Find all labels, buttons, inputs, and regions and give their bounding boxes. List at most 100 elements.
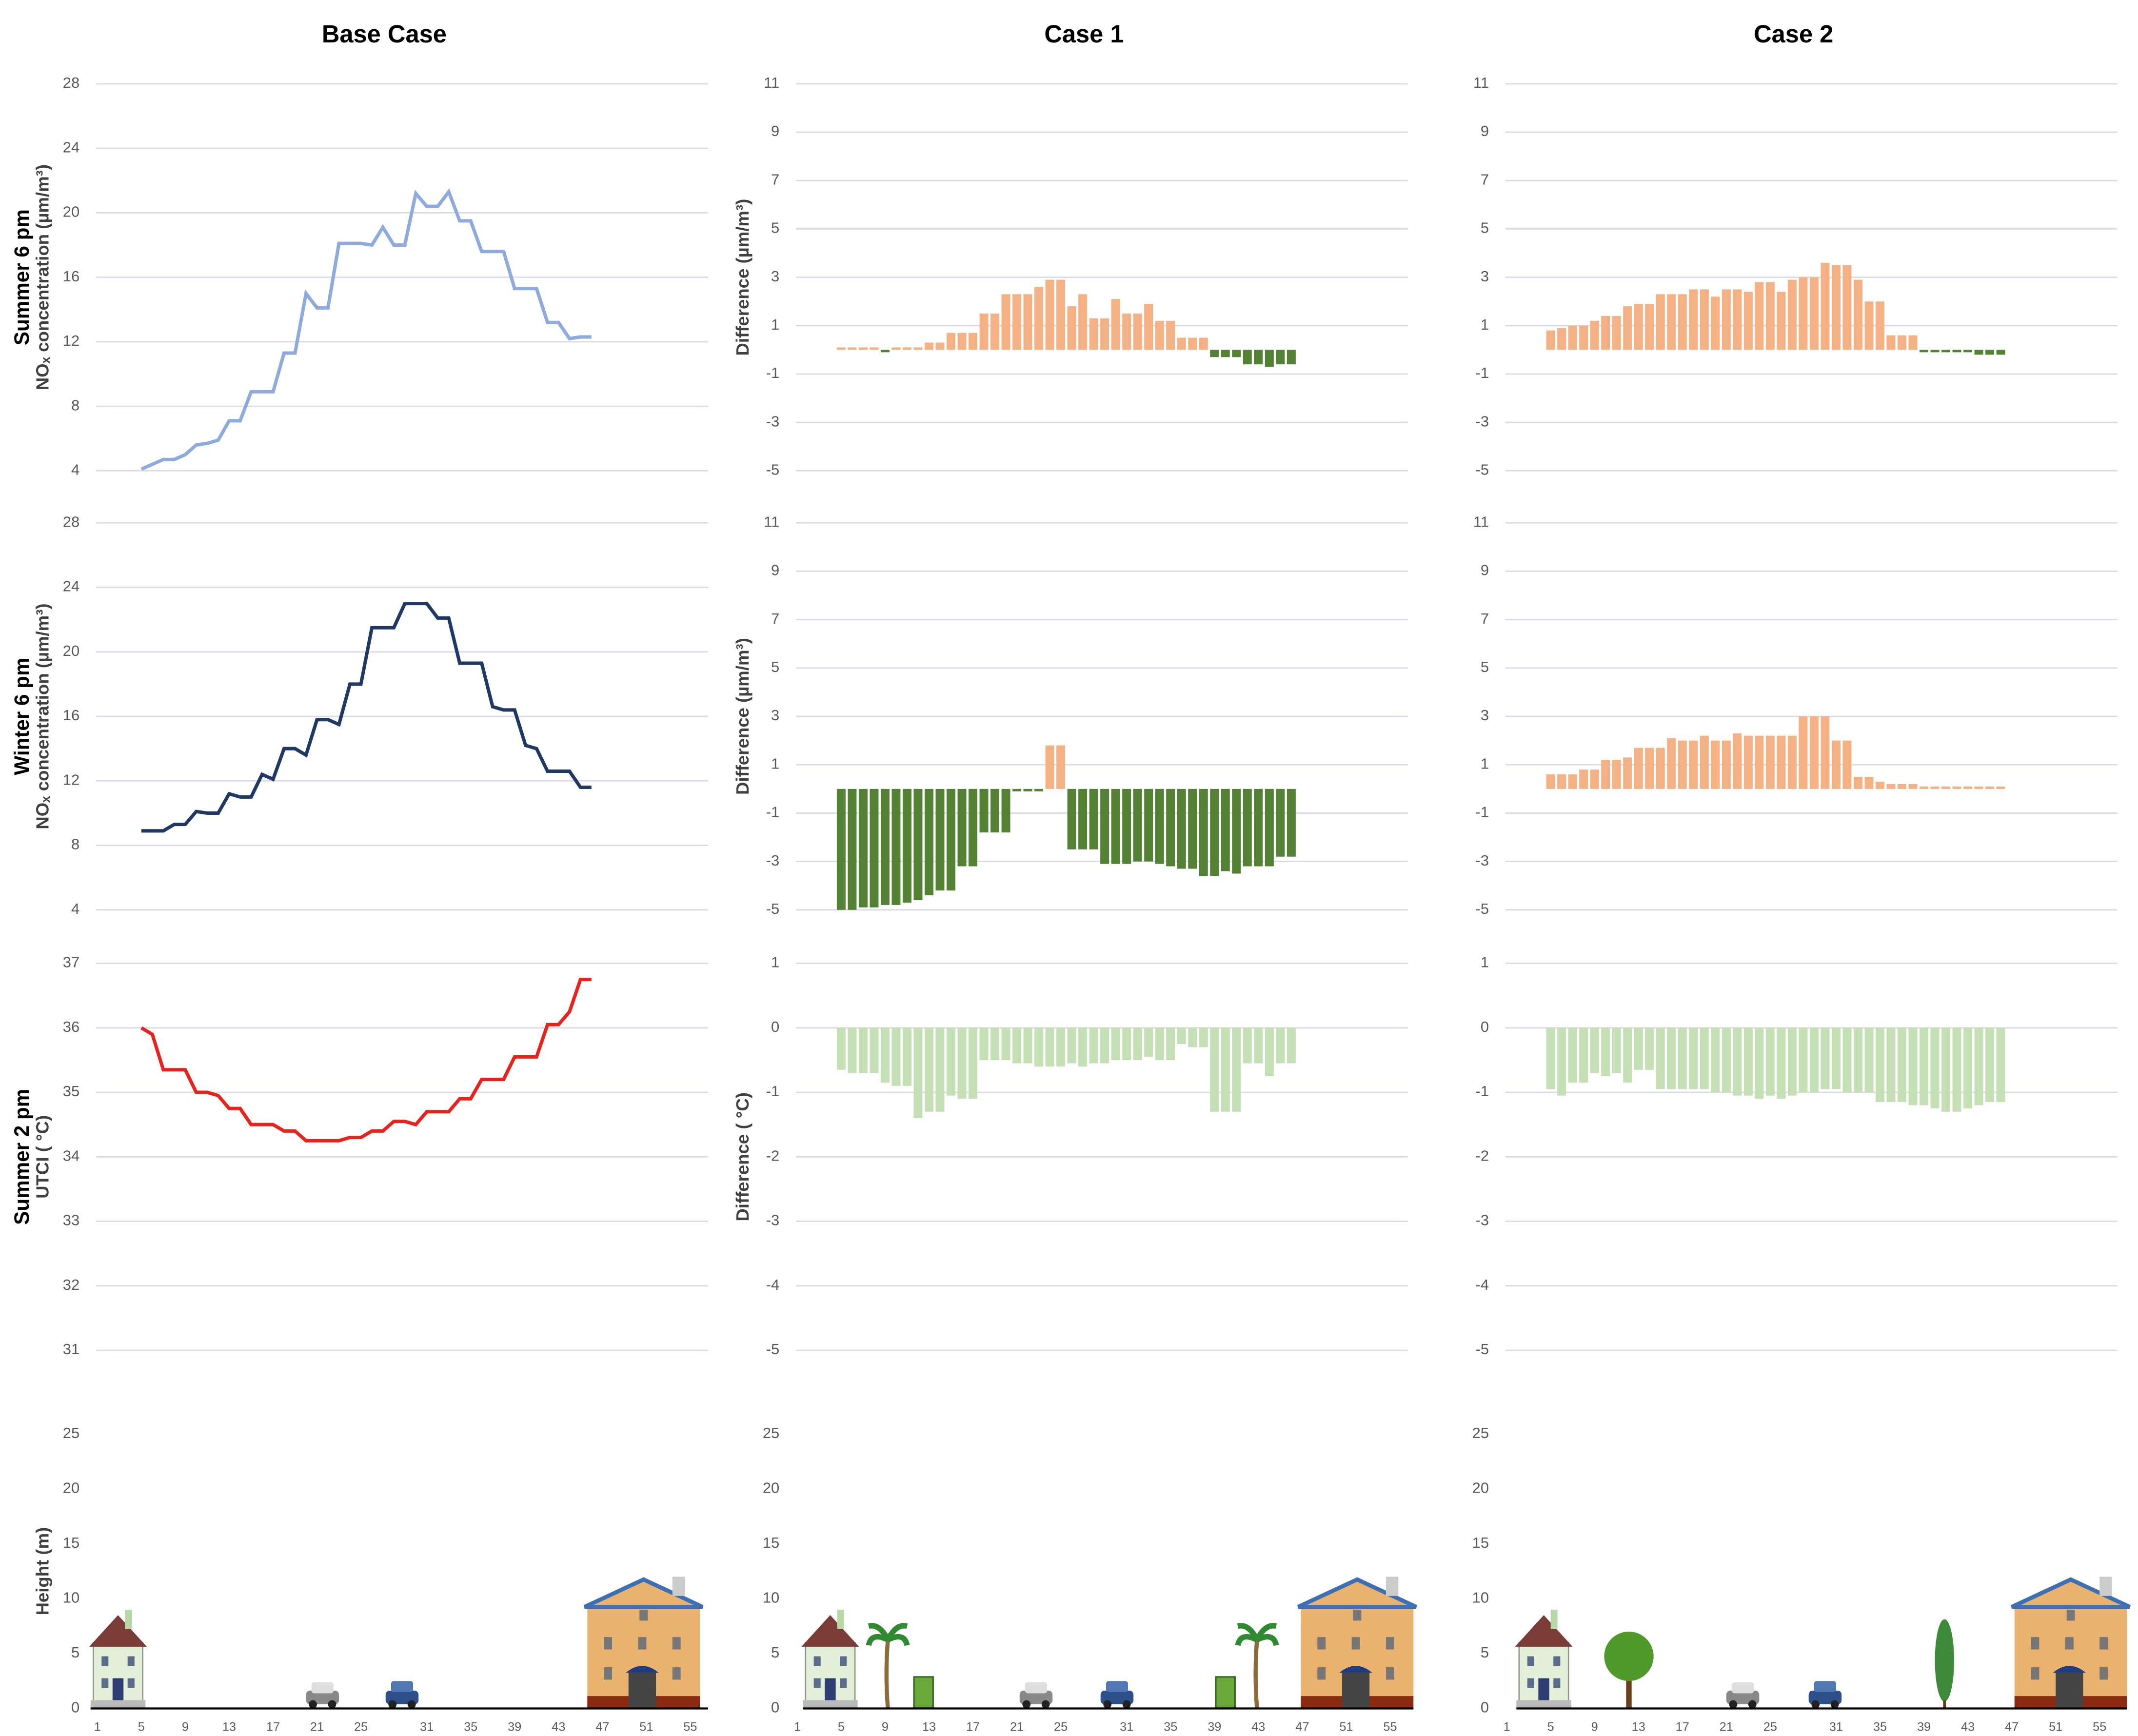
bar	[1155, 320, 1164, 350]
bar	[913, 789, 923, 900]
bar	[870, 1027, 879, 1073]
y-tick-label: 7	[771, 610, 779, 627]
y-tick-label: 11	[1473, 74, 1489, 91]
bar	[1941, 1027, 1951, 1112]
bar	[1996, 350, 2005, 355]
bar	[1243, 789, 1252, 867]
bar	[1188, 789, 1197, 869]
bar	[1210, 789, 1219, 876]
bar	[1023, 1027, 1032, 1064]
bar	[1974, 1027, 1983, 1105]
column-title: Case 1	[1044, 20, 1124, 48]
bar	[990, 789, 1000, 833]
bar	[1864, 1027, 1874, 1093]
bar	[1952, 1027, 1961, 1112]
x-tick-label: 13	[222, 1720, 236, 1734]
y-tick-label: -3	[766, 1212, 780, 1229]
y-tick-label: 9	[771, 122, 779, 139]
bar	[1777, 1027, 1786, 1099]
bar	[848, 789, 857, 910]
x-tick-label: 31	[420, 1720, 434, 1734]
bar	[1743, 735, 1753, 789]
bar	[1875, 1027, 1884, 1102]
y-tick-label: 25	[763, 1424, 779, 1441]
y-tick-label: 36	[63, 1018, 79, 1035]
bar	[1089, 789, 1098, 849]
y-tick-label: 1	[1481, 954, 1489, 971]
bar	[1678, 740, 1687, 789]
bar	[858, 347, 868, 350]
bar	[1034, 287, 1044, 350]
bar	[1612, 1027, 1621, 1073]
x-tick-label: 43	[1961, 1720, 1975, 1734]
bar	[1920, 1027, 1929, 1105]
bar	[1122, 789, 1131, 864]
bar	[1689, 289, 1698, 350]
y-tick-label: 1	[1481, 316, 1489, 333]
y-tick-label: 20	[63, 203, 79, 220]
y-tick-label: 7	[1481, 610, 1489, 627]
bar	[1667, 1027, 1676, 1089]
y-tick-label: 20	[763, 1479, 779, 1496]
bar	[1155, 1027, 1164, 1060]
y-tick-label: 0	[771, 1699, 779, 1716]
bar	[1254, 350, 1263, 365]
bar	[1546, 1027, 1555, 1089]
bar	[1700, 735, 1709, 789]
y-tick-label: -1	[1476, 804, 1489, 821]
x-tick-label: 51	[639, 1720, 653, 1734]
y-tick-label: 3	[1481, 268, 1489, 285]
bar	[1254, 789, 1263, 867]
y-tick-label: 15	[63, 1534, 79, 1551]
bar	[1012, 1027, 1022, 1064]
y-tick-label: 5	[1481, 1644, 1489, 1661]
y-tick-label: -3	[1476, 413, 1489, 430]
bar	[1601, 316, 1610, 350]
bar	[1755, 1027, 1764, 1099]
bar	[1908, 784, 1918, 789]
y-axis-label: UTCI ( °C)	[33, 1115, 53, 1199]
bar	[1963, 1027, 1973, 1109]
bar	[1842, 265, 1852, 350]
bar	[1722, 1027, 1731, 1093]
y-tick-label: 15	[763, 1534, 779, 1551]
x-tick-label: 1	[94, 1720, 101, 1734]
bar	[1985, 786, 1995, 789]
y-tick-label: 10	[763, 1589, 779, 1606]
row-label: Winter 6 pm	[10, 658, 33, 775]
bar	[1056, 745, 1066, 789]
bar	[1056, 279, 1066, 350]
bar	[1787, 1027, 1797, 1096]
x-tick-label: 1	[1504, 1720, 1510, 1734]
bar	[1232, 1027, 1241, 1112]
bar	[913, 347, 923, 350]
bar	[1100, 1027, 1109, 1064]
bar	[1001, 1027, 1010, 1060]
bar	[1974, 786, 1983, 789]
x-tick-label: 39	[508, 1720, 521, 1734]
bar	[1568, 1027, 1577, 1083]
bar	[1067, 789, 1076, 849]
bar	[1045, 279, 1054, 350]
bar	[1210, 350, 1219, 357]
y-axis-label: NOₓ concentration (µm/m³)	[33, 603, 53, 829]
bar	[1678, 294, 1687, 350]
bar	[1777, 735, 1786, 789]
y-tick-label: 5	[1481, 658, 1489, 675]
bar	[1645, 304, 1654, 350]
bar	[1898, 784, 1907, 789]
y-axis-label: Height (m)	[33, 1527, 53, 1616]
bar	[1787, 279, 1797, 350]
row-label: Summer 6 pm	[10, 209, 33, 345]
bar	[1908, 1027, 1918, 1105]
bar	[1799, 277, 1808, 350]
bar	[1799, 716, 1808, 789]
bar	[1765, 1027, 1775, 1096]
bar	[1111, 789, 1120, 864]
bar	[924, 789, 933, 896]
x-tick-label: 55	[683, 1720, 697, 1734]
bar	[1243, 350, 1252, 365]
y-tick-label: -3	[1476, 852, 1489, 869]
bar	[1012, 789, 1022, 791]
bar	[1100, 318, 1109, 350]
